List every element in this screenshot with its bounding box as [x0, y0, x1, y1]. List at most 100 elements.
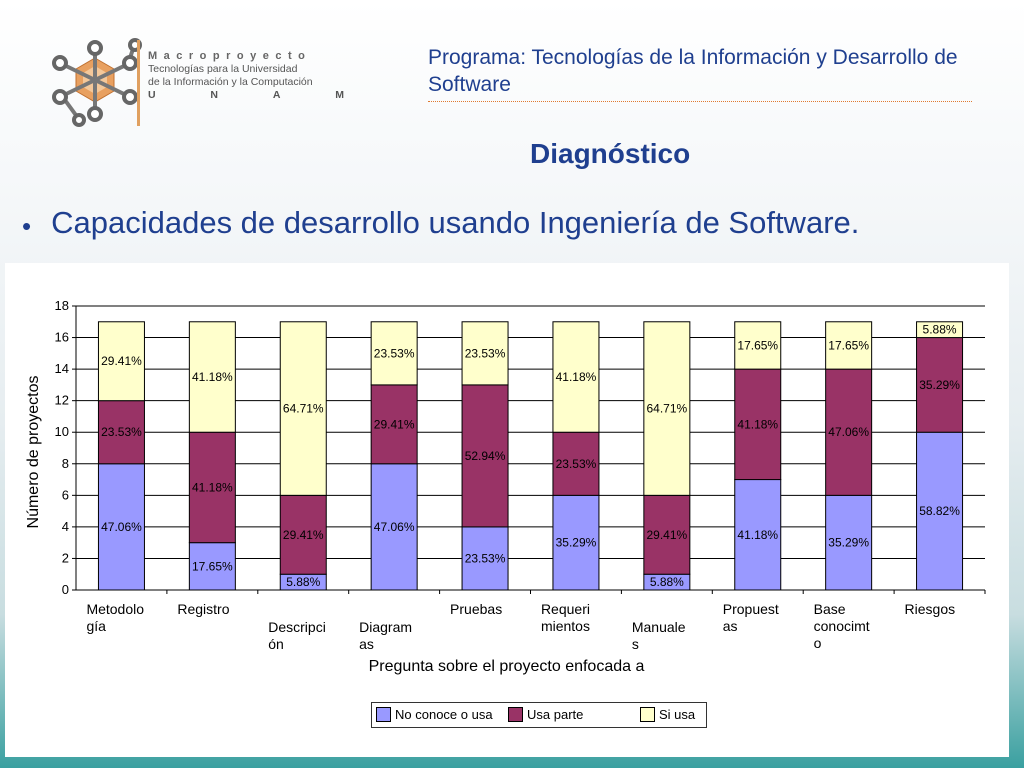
section-title: Diagnóstico: [530, 138, 691, 169]
data-label: 23.53%: [374, 346, 415, 360]
data-label: 29.41%: [283, 528, 324, 542]
x-tick-label: Manuale: [632, 619, 686, 635]
bar-segment: [825, 368, 873, 496]
legend-label: Usa parte: [527, 707, 584, 722]
logo-letter: A: [272, 89, 281, 101]
data-label: 41.18%: [192, 480, 233, 494]
x-tick-label: Metodolo: [86, 601, 144, 617]
x-tick-label: Descripci: [268, 619, 326, 635]
x-tick-label: mientos: [541, 618, 590, 634]
legend-label: No conoce o usa: [395, 707, 493, 722]
bar-segment: [734, 368, 782, 481]
logo-brand: Macroproyecto: [148, 50, 312, 62]
chart-panel: 0 2 4 6 8 10 12 14 16 18 47.06% 23.53% 29.41% Metodol…: [5, 263, 1009, 757]
data-label: 29.41%: [101, 354, 142, 368]
x-tick-label: Registro: [177, 601, 229, 617]
logo-letter: N: [210, 89, 218, 101]
legend-swatch: [376, 707, 391, 722]
x-tick-label: Propuest: [723, 601, 779, 617]
bullet-text: Capacidades de desarrollo usando Ingenie…: [51, 205, 860, 240]
data-label: 41.18%: [192, 370, 233, 384]
x-axis-title: Pregunta sobre el proyecto enfocada a: [369, 658, 645, 675]
logo-text: Macroproyecto Tecnologías para la Univer…: [148, 50, 348, 102]
data-label: 23.53%: [465, 346, 506, 360]
bar-segment: [279, 494, 327, 575]
data-label: 17.65%: [828, 338, 869, 352]
data-label: 35.29%: [828, 536, 869, 550]
legend-item-usa-parte: Usa parte: [508, 707, 583, 722]
data-label: 23.53%: [465, 551, 506, 565]
data-label: 41.18%: [737, 528, 778, 542]
bar-segment: [734, 321, 782, 370]
legend-label: Si usa: [659, 707, 696, 722]
logo-line2: de la Información y la Computación: [148, 76, 313, 88]
logo-letter: M: [335, 89, 344, 101]
bar-segment: [825, 321, 873, 370]
data-label: 35.29%: [556, 536, 597, 550]
x-tick-label: as: [359, 636, 374, 652]
data-label: 5.88%: [286, 575, 320, 589]
data-label: 47.06%: [828, 425, 869, 439]
data-label: 41.18%: [737, 417, 778, 431]
y-tick-label: 2: [62, 550, 69, 565]
x-tick-label: o: [814, 635, 822, 651]
bar-segment: [279, 321, 327, 496]
y-tick-label: 14: [55, 361, 69, 376]
y-tick-label: 6: [62, 487, 69, 502]
data-label: 29.41%: [374, 417, 415, 431]
x-tick-label: Base: [814, 601, 846, 617]
data-label: 17.65%: [737, 338, 778, 352]
logo-letter: U: [148, 89, 156, 101]
bar-segment: [188, 431, 236, 544]
chart-legend: No conoce o usa Usa parte Si usa: [371, 702, 707, 728]
data-label: 41.18%: [556, 370, 597, 384]
bar-segment: [97, 400, 145, 465]
legend-item-si-usa: Si usa: [640, 707, 695, 722]
x-tick-label: Pruebas: [450, 601, 502, 617]
bar-segment: [461, 384, 509, 528]
y-tick-label: 8: [62, 456, 69, 471]
y-tick-label: 10: [55, 424, 69, 439]
data-label: 64.71%: [646, 402, 687, 416]
data-label: 23.53%: [101, 425, 142, 439]
x-tick-label: s: [632, 636, 639, 652]
x-tick-label: Requeri: [541, 601, 590, 617]
legend-swatch: [640, 707, 655, 722]
bullet-marker: •: [22, 211, 32, 241]
legend-item-no-conoce: No conoce o usa: [376, 707, 493, 722]
bar-segment: [97, 321, 145, 402]
y-tick-label: 4: [62, 519, 69, 534]
title-divider: [428, 101, 972, 102]
y-tick-label: 12: [55, 393, 69, 408]
bar-segment: [552, 431, 600, 496]
bar-segment: [643, 321, 691, 496]
bar-segment: [370, 384, 418, 465]
stacked-bar-chart: 0 2 4 6 8 10 12 14 16 18 47.06% 23.53% 29.41% Metodol…: [25, 298, 986, 675]
y-tick-label: 18: [55, 298, 69, 313]
program-title: Programa: Tecnologías de la Información …: [428, 46, 958, 96]
x-tick-label: ón: [268, 636, 284, 652]
logo-line3: U N A M: [148, 89, 344, 102]
x-tick-label: Riesgos: [905, 601, 956, 617]
bullet-item: • Capacidades de desarrollo usando Ingen…: [22, 205, 859, 247]
logo-molecule-icon: [52, 38, 142, 127]
bar-segment: [552, 321, 600, 433]
bar-segment: [188, 321, 236, 433]
x-tick-label: Diagram: [359, 619, 412, 635]
x-tick-label: gía: [86, 618, 106, 634]
data-label: 17.65%: [192, 559, 233, 573]
x-tick-label: conocimt: [814, 618, 870, 634]
bar-segment: [188, 542, 236, 591]
data-label: 5.88%: [923, 323, 957, 337]
data-label: 29.41%: [646, 528, 687, 542]
bar-segment: [461, 321, 509, 386]
bar-segment: [97, 463, 145, 591]
logo: [48, 36, 358, 128]
logo-line1: Tecnologías para la Universidad: [148, 63, 298, 75]
bar-segment: [916, 321, 964, 339]
data-label: 64.71%: [283, 402, 324, 416]
data-label: 23.53%: [556, 457, 597, 471]
y-axis-title: Número de proyectos: [25, 376, 42, 529]
data-label: 52.94%: [465, 449, 506, 463]
legend-swatch: [508, 707, 523, 722]
